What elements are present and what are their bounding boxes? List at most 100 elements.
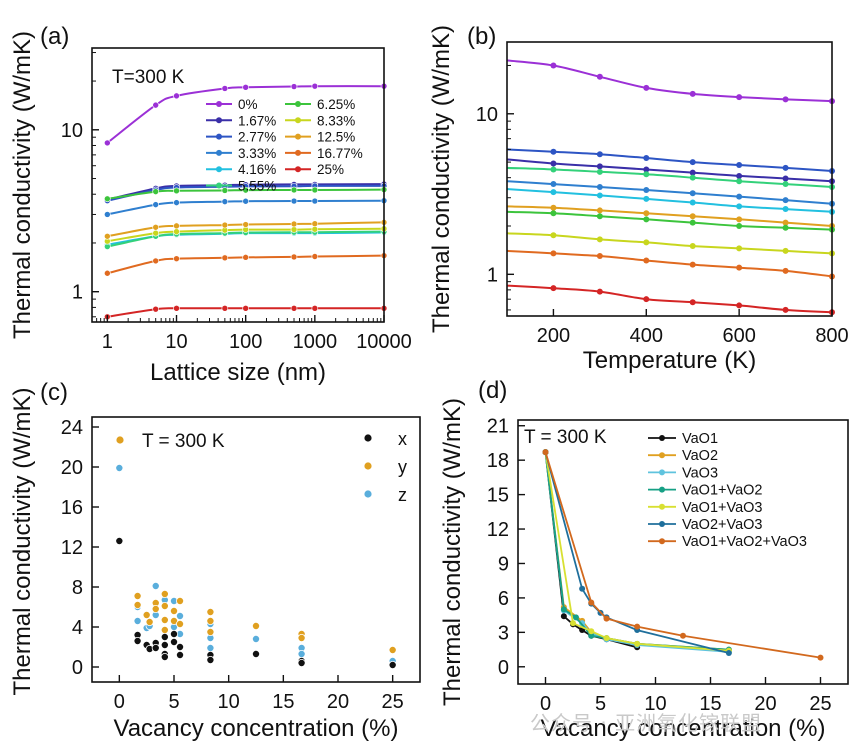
x-tick-label: 5	[595, 693, 606, 715]
data-point	[311, 225, 319, 233]
legend-marker	[659, 521, 665, 527]
series-line	[506, 210, 833, 231]
data-point	[290, 83, 298, 90]
data-point	[242, 221, 249, 228]
data-point	[596, 253, 603, 260]
y-axis-title: Thermal conductivity (W/mK)	[9, 387, 36, 695]
panel-label: (b)	[467, 23, 496, 50]
data-point	[596, 151, 603, 158]
data-point	[104, 269, 111, 277]
x-tick-label: 20	[327, 691, 349, 713]
panel-c: 0 5 10 15 20 25 0 4 8 12 16 20 24 Vacancy concentrati…	[9, 379, 421, 742]
panel-label: (c)	[40, 379, 68, 406]
data-point	[689, 243, 696, 250]
data-point	[290, 226, 298, 233]
data-point	[782, 267, 789, 274]
data-point	[736, 302, 743, 309]
legend-label: VaO2	[682, 448, 718, 464]
scatter-point	[176, 597, 185, 606]
data-point	[173, 255, 180, 262]
data-point	[104, 211, 111, 218]
data-point	[643, 84, 650, 91]
data-point	[643, 296, 650, 303]
data-point	[311, 186, 319, 194]
legend-label: 25%	[317, 162, 344, 177]
y-tick-label: 3	[498, 622, 509, 644]
x-tick-label: 100	[229, 331, 262, 353]
y-axis-title: Thermal conductivity (W/mK)	[439, 398, 466, 706]
legend-marker	[659, 486, 665, 493]
data-point	[643, 210, 650, 217]
y-tick-label: 21	[487, 416, 509, 438]
data-point	[689, 261, 696, 268]
legend-label: 12.5%	[317, 130, 355, 145]
data-point	[736, 172, 743, 179]
data-point	[570, 620, 576, 627]
data-point	[596, 168, 603, 175]
data-point	[736, 216, 743, 223]
scatter-point	[176, 620, 185, 629]
y-tick-label: 20	[61, 457, 83, 479]
data-point	[560, 606, 567, 613]
data-point	[689, 213, 696, 220]
data-point	[689, 190, 696, 197]
panel-a-anchor	[0, 0, 1, 1]
scatter-point	[160, 633, 169, 642]
scatter-point	[206, 644, 215, 653]
data-point	[736, 193, 743, 200]
panel-label: (d)	[478, 377, 507, 404]
data-point	[173, 222, 180, 230]
data-point	[603, 615, 610, 622]
data-point	[689, 219, 696, 226]
data-point	[736, 94, 743, 101]
legend-marker	[295, 166, 301, 173]
data-point	[689, 174, 696, 181]
x-axis-title: Temperature (K)	[583, 347, 756, 374]
scatter-point	[133, 617, 142, 626]
series-line	[544, 451, 638, 649]
data-point	[152, 201, 159, 208]
data-point	[782, 96, 789, 103]
x-tick-label: 1	[102, 331, 113, 353]
legend-label: VaO1+VaO2	[682, 483, 762, 499]
y-tick-label: 10	[476, 104, 498, 126]
data-point	[104, 195, 111, 203]
legend-marker	[216, 166, 222, 173]
data-point	[152, 305, 159, 313]
data-point	[152, 188, 159, 195]
data-point	[290, 220, 298, 228]
data-point	[596, 207, 603, 214]
panel-d: 0 5 10 15 20 25 0 3 6 9 12 15 18 21 Vacancy concentrat…	[439, 377, 849, 742]
scatter-point	[133, 601, 142, 610]
x-tick-label: 800	[815, 325, 848, 347]
scatter-point	[388, 661, 397, 670]
scatter-point	[151, 644, 160, 653]
temperature-annotation: T = 300 K	[142, 431, 225, 452]
data-point	[782, 306, 789, 313]
scatter-point	[160, 641, 169, 650]
data-point	[550, 62, 557, 69]
data-point	[643, 239, 650, 246]
data-point	[782, 181, 789, 188]
data-point	[221, 304, 229, 312]
data-point	[550, 210, 557, 217]
data-point	[173, 187, 180, 195]
x-axis-title: Lattice size (nm)	[150, 359, 326, 386]
legend-marker	[216, 149, 222, 156]
series-line	[506, 205, 833, 227]
data-point	[173, 228, 180, 235]
data-point	[596, 213, 603, 220]
data-point	[596, 236, 603, 243]
x-tick-label: 15	[272, 691, 294, 713]
data-point	[550, 160, 557, 167]
data-point	[643, 171, 650, 178]
data-point	[782, 164, 789, 171]
y-tick-label: 0	[498, 657, 509, 679]
data-point	[221, 85, 229, 92]
data-point	[782, 224, 789, 231]
scatter-point	[151, 605, 160, 614]
data-point	[643, 195, 650, 202]
x-axis-title: Vacancy concentration (%)	[113, 715, 398, 742]
x-tick-label: 25	[382, 691, 404, 713]
